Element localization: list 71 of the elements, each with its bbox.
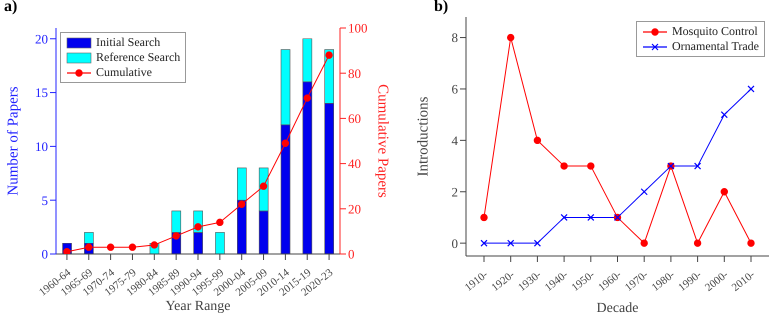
x-tick-label: 2010- <box>730 268 758 294</box>
point <box>480 214 488 222</box>
point <box>85 244 92 251</box>
y-tick-label: 10 <box>35 138 48 154</box>
y2-tick-label: 80 <box>348 66 361 81</box>
point <box>194 223 202 231</box>
y-tick-label: 8 <box>452 30 458 46</box>
point <box>260 182 268 190</box>
legend-label: Initial Search <box>96 35 160 50</box>
point <box>694 239 702 247</box>
point <box>587 162 594 170</box>
chart-title: b) <box>434 0 448 16</box>
x-tick-label: 1980- <box>650 268 678 294</box>
legend-label: Ornamental Trade <box>672 39 759 54</box>
y2-tick-label: 60 <box>348 111 361 126</box>
y-tick-label: 2 <box>452 184 458 200</box>
x-axis-title: Decade <box>596 301 638 316</box>
point <box>720 111 728 118</box>
y-tick-label: 6 <box>452 82 458 97</box>
point <box>282 140 290 147</box>
point <box>238 200 246 208</box>
point <box>534 240 541 247</box>
y2-tick-label: 20 <box>348 201 361 216</box>
point <box>694 162 702 170</box>
point <box>480 240 488 247</box>
x-tick-label: 1950- <box>569 268 598 294</box>
point <box>507 240 514 247</box>
point <box>534 136 542 144</box>
point <box>172 232 180 240</box>
bar <box>215 232 225 254</box>
x-tick-label: 2000- <box>702 268 731 294</box>
point <box>747 85 755 93</box>
x-tick-label: 1990- <box>676 268 704 294</box>
x-tick-label: 1940- <box>542 268 571 294</box>
y-tick-label: 0 <box>42 246 48 262</box>
point <box>63 248 71 254</box>
legend-label: Mosquito Control <box>672 24 758 39</box>
point <box>640 188 648 196</box>
x-tick-label: 1970- <box>622 268 651 294</box>
y-tick-label: 20 <box>35 31 48 46</box>
point <box>587 214 594 222</box>
point <box>560 214 568 222</box>
chart-title: a) <box>4 0 18 16</box>
y-axis-title: Introductions <box>415 96 432 176</box>
point <box>720 188 728 196</box>
point <box>304 94 311 102</box>
y2-axis-title: Cumulative Papers <box>374 84 391 198</box>
y2-tick-label: 0 <box>348 246 354 262</box>
point <box>507 34 514 42</box>
point <box>106 244 114 251</box>
x-axis-title: Year Range <box>165 299 231 314</box>
y-tick-label: 5 <box>42 192 48 208</box>
x-tick-label: 1920- <box>489 268 518 294</box>
y2-tick-label: 100 <box>348 20 368 36</box>
point <box>560 162 568 170</box>
point <box>216 218 224 226</box>
y-axis-title: Number of Papers <box>5 86 22 196</box>
point <box>747 239 755 247</box>
y-tick-label: 4 <box>452 132 458 148</box>
x-tick-label: 1960- <box>596 268 624 294</box>
legend-label: Cumulative <box>96 65 152 80</box>
y2-tick-label: 40 <box>348 156 361 172</box>
point <box>128 244 136 251</box>
legend-label: Reference Search <box>96 50 180 65</box>
point <box>150 241 158 249</box>
y-tick-label: 0 <box>452 236 458 251</box>
x-tick-label: 1930- <box>516 268 544 294</box>
point <box>640 239 648 247</box>
y-tick-label: 15 <box>35 85 48 100</box>
point <box>325 51 333 59</box>
x-tick-label: 1910- <box>462 268 491 294</box>
